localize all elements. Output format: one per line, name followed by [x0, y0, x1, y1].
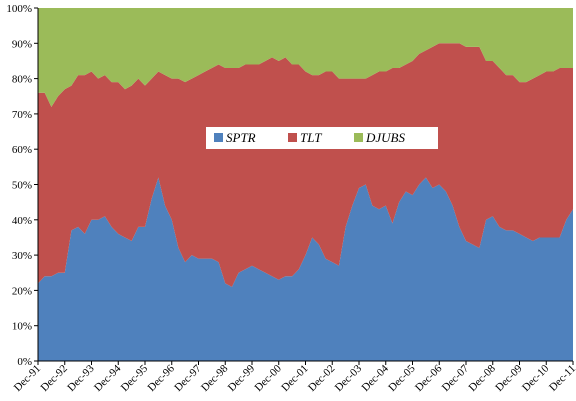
area-djubs: [38, 8, 573, 107]
y-tick-label: 90%: [12, 38, 32, 50]
x-tick-label: Dec-95: [119, 362, 151, 394]
legend-label-sptr: SPTR: [226, 130, 256, 145]
legend: SPTR TLT DJUBS: [206, 127, 438, 149]
x-axis: Dec-91Dec-92Dec-93Dec-94Dec-95Dec-96Dec-…: [12, 360, 576, 394]
legend-swatch-tlt: [288, 133, 297, 142]
legend-swatch-sptr: [214, 133, 223, 142]
legend-label-djubs: DJUBS: [365, 130, 405, 145]
y-tick-label: 20%: [12, 285, 32, 297]
area-series-group: [38, 8, 573, 361]
x-tick-label: Dec-01: [279, 363, 310, 394]
x-tick-label: Dec-93: [65, 362, 97, 394]
y-tick-label: 10%: [12, 321, 32, 333]
x-tick-label: Dec-92: [38, 363, 69, 394]
y-tick-label: 70%: [12, 109, 32, 121]
y-tick-label: 0%: [17, 356, 32, 368]
x-tick-label: Dec-94: [92, 362, 124, 394]
y-tick-label: 80%: [12, 74, 32, 86]
y-tick-label: 30%: [12, 250, 32, 262]
x-tick-label: Dec-02: [306, 363, 337, 394]
x-tick-label: Dec-06: [413, 362, 445, 394]
x-tick-label: Dec-03: [333, 362, 365, 394]
x-tick-label: Dec-04: [359, 362, 391, 394]
x-tick-label: Dec-98: [199, 362, 231, 394]
y-tick-label: 100%: [6, 3, 32, 15]
area-sptr: [38, 177, 573, 361]
x-tick-label: Dec-00: [252, 362, 284, 394]
y-tick-label: 40%: [12, 215, 32, 227]
x-tick-label: Dec-07: [440, 362, 472, 394]
x-tick-label: Dec-97: [172, 362, 204, 394]
y-tick-label: 50%: [12, 180, 32, 192]
x-tick-label: Dec-96: [145, 362, 177, 394]
x-tick-label: Dec-05: [386, 362, 418, 394]
x-tick-label: Dec-10: [520, 362, 552, 394]
y-tick-label: 60%: [12, 144, 32, 156]
legend-label-tlt: TLT: [300, 130, 322, 145]
x-tick-label: Dec-99: [226, 362, 258, 394]
x-tick-label: Dec-11: [547, 363, 576, 394]
legend-box: [206, 127, 438, 149]
x-tick-label: Dec-09: [493, 362, 525, 394]
legend-swatch-djubs: [354, 133, 363, 142]
x-tick-label: Dec-08: [466, 362, 498, 394]
area-tlt: [38, 43, 573, 287]
y-axis: 0% 10% 20% 30% 40% 50% 60% 70% 80% 90% 100%: [6, 3, 39, 368]
